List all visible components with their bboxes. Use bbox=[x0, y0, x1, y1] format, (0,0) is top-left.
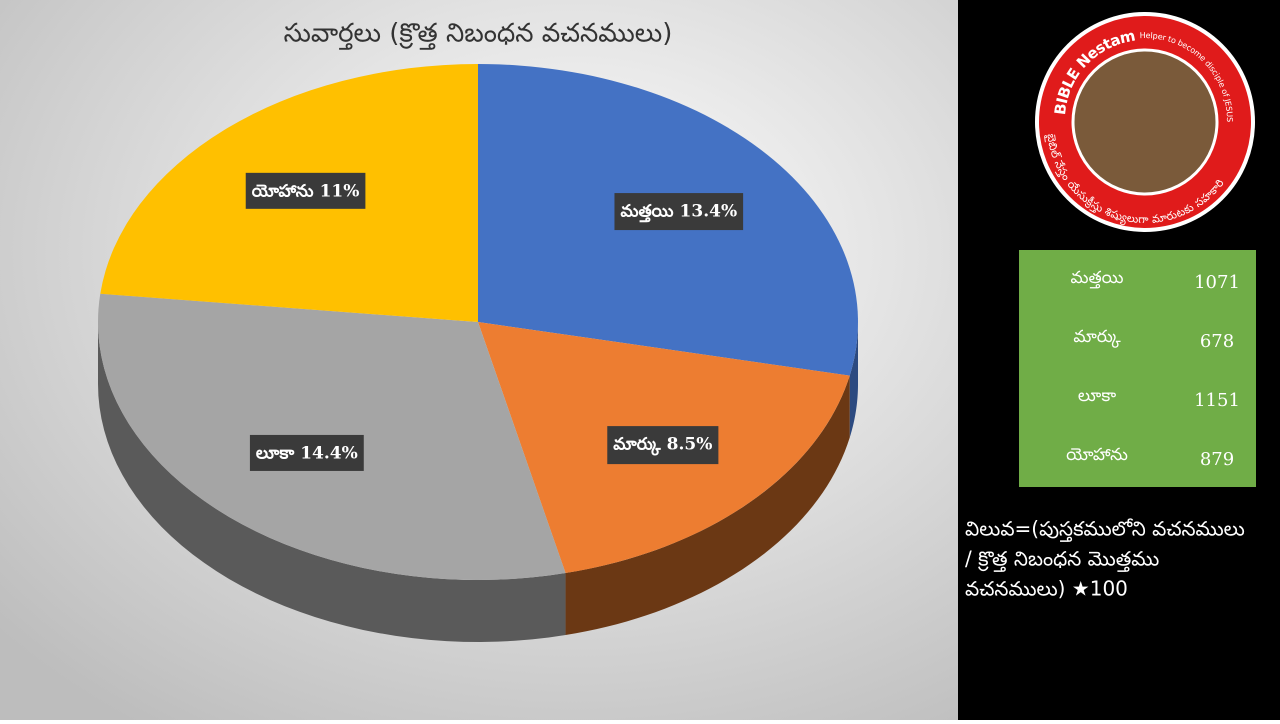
table-cell: యోహాను bbox=[1066, 445, 1128, 465]
data-label-value: 8.5% bbox=[667, 434, 713, 454]
data-label-text: యోహాను 11% bbox=[252, 181, 360, 201]
data-label: యోహాను 11% bbox=[245, 172, 366, 209]
chart-title: సువార్తలు (క్రొత్త నిబంధన వచనములు) bbox=[284, 19, 673, 51]
note-line: వచనములు) ★100 bbox=[965, 577, 1128, 601]
note-line: / క్రొత్త నిబంధన మొత్తము bbox=[965, 547, 1159, 573]
pie: మత్తయి 13.4% మార్కు 8.5% లూకా 14.4% యోహాను 11% bbox=[98, 64, 858, 642]
table-cell: 1071 bbox=[1194, 272, 1240, 293]
slice-side bbox=[849, 322, 858, 438]
table-cell: 1151 bbox=[1194, 390, 1240, 411]
data-label-background bbox=[607, 426, 719, 465]
slice-side bbox=[98, 322, 566, 642]
data-label: మార్కు 8.5% bbox=[607, 426, 719, 465]
data-label: లూకా 14.4% bbox=[249, 434, 364, 471]
data-label-text: మార్కు 8.5% bbox=[613, 434, 712, 456]
data-label-text: మత్తయి 13.4% bbox=[620, 201, 737, 222]
data-label-text: లూకా 14.4% bbox=[256, 443, 358, 463]
data-label-category: లూకా bbox=[256, 443, 295, 463]
data-label-background bbox=[614, 193, 744, 231]
table-cell: 678 bbox=[1200, 331, 1234, 352]
slice-side bbox=[565, 375, 850, 636]
data-label-value: 14.4% bbox=[300, 443, 358, 463]
note-line: విలువ=(పుస్తకములోని వచనములు bbox=[965, 517, 1245, 543]
data-label-category: మత్తయి bbox=[620, 201, 673, 222]
data-label-category: మార్కు bbox=[613, 434, 661, 456]
data-label-background bbox=[245, 172, 366, 209]
table-cell: 879 bbox=[1200, 449, 1234, 470]
note: విలువ=(పుస్తకములోని వచనములు / క్రొత్త నిబ… bbox=[965, 517, 1245, 601]
table: మత్తయి 1071 మార్కు 678 లూకా 1151 యోహాను 879 bbox=[1066, 268, 1240, 470]
data-label-value: 13.4% bbox=[680, 201, 738, 221]
logo-image bbox=[1071, 48, 1219, 196]
table-cell: మార్కు bbox=[1073, 327, 1121, 348]
data-label: మత్తయి 13.4% bbox=[614, 193, 744, 231]
table-cell: లూకా bbox=[1078, 386, 1117, 406]
table-background bbox=[1019, 250, 1256, 487]
data-label-category: యోహాను bbox=[252, 181, 314, 201]
data-label-background bbox=[249, 434, 364, 471]
data-label-value: 11% bbox=[320, 181, 360, 201]
table-cell: మత్తయి bbox=[1070, 268, 1123, 289]
